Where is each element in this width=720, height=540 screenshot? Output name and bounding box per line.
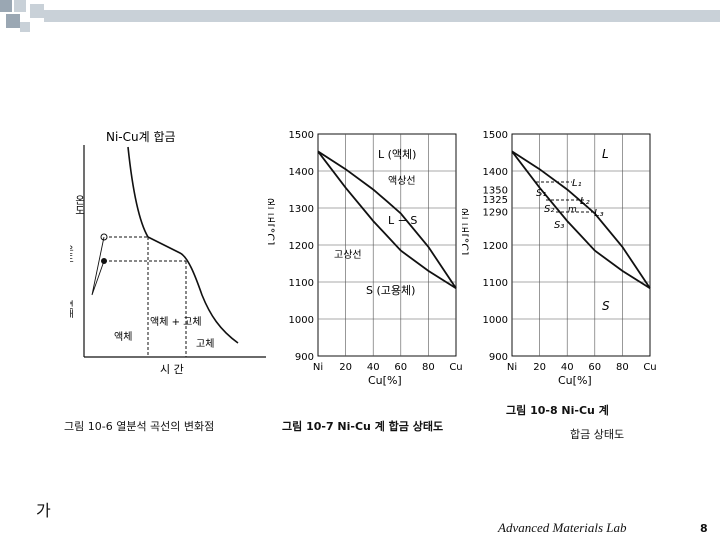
fig7-ytick-label: 900 [295,352,314,363]
fig6-bracket [91,236,105,296]
fig8-ytick-label: 1100 [483,278,508,289]
fig7-liquidus-line [317,150,457,289]
fig6-region-right: 고체 [196,338,214,350]
fig8-ytick-label: 1500 [483,130,508,141]
fig8-caption-1: 그림 10-8 Ni-Cu 계 [506,404,609,417]
fig8-xtick-label: 80 [616,362,629,373]
fig8-ytick-label: 1290 [483,208,508,219]
fig8-label-S1: S₁ [536,188,546,199]
fig8-label-S: S [602,299,610,313]
fig8-label-L: L [602,147,609,161]
fig7-ytick-label: 1000 [289,315,314,326]
fig7-label-liquid: L (액체) [378,148,416,161]
fig8-ytick-label: 1000 [483,315,508,326]
fig7-xtick-label: 60 [394,362,407,373]
fig8-ytick-label: 900 [489,352,508,363]
page-number: 8 [700,522,708,535]
fig8-ytick-label: 1350 [483,186,508,197]
fig8-xtick-label: 60 [588,362,601,373]
fig7-label-solidus: 고상선 [334,249,362,261]
fig7-ytick-label: 1200 [289,241,314,252]
fig7-label-ls: L − S [388,214,417,227]
fig6-region-left: 액체 [114,331,132,343]
fig8-liquidus-line [511,150,651,289]
fig8-xlabel: Cu[%] [558,374,592,387]
fig7-ytick-label: 1500 [289,130,314,141]
fig7-ytick-label: 1300 [289,204,314,215]
fig7-phase-diagram: 1500 1400 1300 1200 1100 1000 900 Ni 20 40 60 80 Cu… [268,130,463,387]
slide-decoration [0,0,720,32]
fig6-ylabel: 온도 [73,195,85,215]
fig6-mark-1: 변태 [70,300,73,319]
fig6-curve [127,146,239,344]
fig6-region-mid: 액체 + 고체 [150,316,202,328]
fig8-label-L3: L₃ [594,208,604,219]
fig8-xtick-label: 40 [561,362,574,373]
fig7-label-solid: S (고용체) [366,284,415,297]
fig7-xtick-label: Ni [313,362,323,373]
fig8-label-S2: S₂ [544,204,554,215]
fig8-ytick-label: 1200 [483,241,508,252]
fig6-title: Ni-Cu계 합금 [106,130,176,144]
fig8-solidus-line [511,150,651,290]
fig7-solidus-line [317,150,457,290]
lab-name: Advanced Materials Lab [498,520,627,535]
fig7-xtick-label: 40 [367,362,380,373]
fig6-cooling-curve: Ni-Cu계 합금 온도 온도 변태 액체 액체 + 고체 고체 시 간 [70,130,266,376]
fig7-label-liquidus: 액상선 [388,175,416,187]
fig7-xtick-label: 20 [339,362,352,373]
fig8-label-L1: L₁ [572,178,582,189]
fig7-xlabel: Cu[%] [368,374,402,387]
fig8-caption-2: 합금 상태도 [570,428,625,441]
fig8-label-m: m [568,205,577,215]
fig6-xlabel: 시 간 [160,363,184,376]
fig8-label-L2: L₂ [580,196,590,207]
fig8-xtick-label: Ni [507,362,517,373]
fig8-ylabel: 온 도[°C] [462,208,471,256]
fig7-xtick-label: Cu [449,362,462,373]
fig8-xtick-label: Cu [643,362,656,373]
fig7-xtick-label: 80 [422,362,435,373]
slide-note: 가 [36,501,51,520]
fig7-ylabel: 온 도[°C] [268,198,277,246]
fig6-caption: 그림 10-6 열분석 곡선의 변화점 [64,420,215,433]
fig7-caption: 그림 10-7 Ni-Cu 계 합금 상태도 [282,420,444,433]
fig7-ytick-label: 1400 [289,167,314,178]
fig7-ytick-label: 1100 [289,278,314,289]
fig8-ytick-label: 1325 [483,195,508,206]
fig8-label-S3: S₃ [554,220,564,231]
fig6-mark-0: 온도 [70,245,73,263]
fig8-ytick-label: 1400 [483,167,508,178]
fig8-xtick-label: 20 [533,362,546,373]
